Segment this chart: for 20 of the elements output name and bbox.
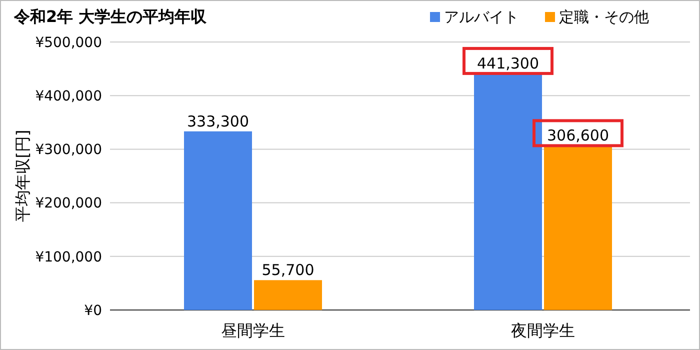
x-tick-label: 昼間学生: [221, 321, 285, 340]
legend-label: アルバイト: [444, 8, 519, 26]
y-axis-title: 平均年収[円]: [13, 130, 32, 222]
bar: [474, 73, 542, 310]
bar: [184, 131, 252, 310]
bar: [254, 280, 322, 310]
y-tick-label: ¥200,000: [35, 196, 102, 212]
y-tick-label: ¥300,000: [35, 142, 102, 158]
chart-title: 令和2年 大学生の平均年収: [13, 7, 208, 26]
y-tick-label: ¥0: [84, 302, 102, 319]
x-tick-label: 夜間学生: [511, 321, 575, 340]
y-tick-label: ¥400,000: [35, 88, 102, 104]
legend-label: 定職・その他: [559, 8, 649, 26]
bar: [544, 146, 612, 310]
y-tick-label: ¥500,000: [35, 34, 102, 51]
y-tick-label: ¥100,000: [35, 249, 102, 266]
data-label: 333,300: [186, 112, 250, 130]
data-label: 306,600: [546, 126, 610, 145]
data-label: 55,700: [262, 261, 314, 280]
data-label: 441,300: [476, 54, 540, 72]
